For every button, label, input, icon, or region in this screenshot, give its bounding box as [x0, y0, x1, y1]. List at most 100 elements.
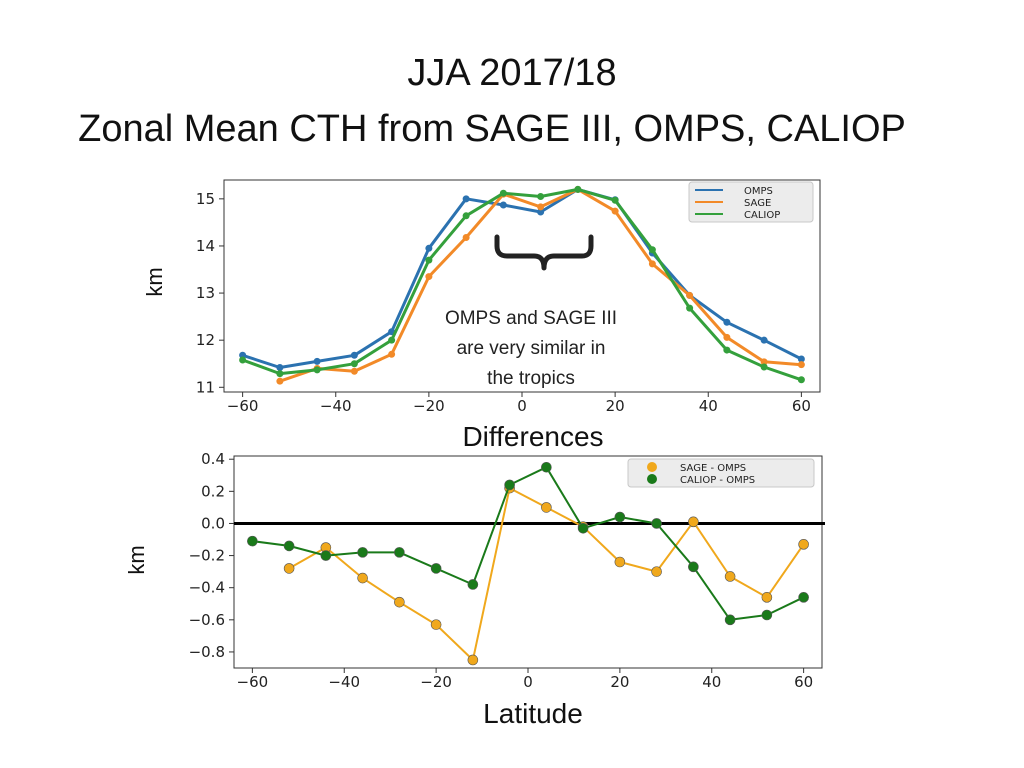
- series-caliop-omps-line: [252, 466, 805, 621]
- series-omps-point: [760, 336, 768, 344]
- series-caliop-point: [499, 189, 507, 197]
- series-omps-point: [350, 351, 358, 359]
- series-caliop-point: [723, 346, 731, 354]
- chart-0-xtick-label: −20: [413, 397, 445, 415]
- chart-1-xtick-label: 40: [702, 673, 721, 691]
- series-sage-point: [797, 361, 805, 369]
- series-caliop-omps-point: [320, 550, 332, 561]
- legend-label: SAGE: [744, 198, 771, 209]
- series-caliop-point: [537, 192, 545, 200]
- tropics-brace: [494, 234, 594, 271]
- series-sage-point: [425, 273, 433, 281]
- series-caliop-line: [242, 187, 802, 382]
- series-omps-point: [313, 357, 321, 365]
- chart-1-xtick-label: −40: [328, 673, 360, 691]
- chart-0-xtick-label: 0: [517, 397, 527, 415]
- chart-0-ytick-label: 14: [196, 237, 215, 255]
- series-sage-point: [537, 203, 545, 211]
- series-sage-omps-point: [614, 556, 626, 568]
- series-caliop-omps-point: [467, 579, 479, 590]
- series-omps-point: [797, 355, 805, 363]
- chart-1-ytick-label: 0.4: [201, 450, 225, 468]
- chart-1-ytick-label: 0.0: [201, 514, 225, 532]
- series-caliop-point: [276, 370, 284, 378]
- series-caliop-omps-point: [577, 522, 589, 534]
- legend-label: CALIOP: [744, 210, 780, 221]
- series-omps-point: [462, 195, 470, 203]
- series-caliop-omps-point: [614, 511, 626, 523]
- annotation-line-1: OMPS and SAGE III: [445, 308, 617, 329]
- series-caliop-point: [760, 363, 768, 371]
- series-caliop-omps-point: [504, 479, 515, 491]
- chart-1-ytick-label: −0.4: [189, 579, 225, 597]
- bottom-chart-ylabel: km: [124, 545, 149, 574]
- series-sage-omps-point: [761, 592, 773, 603]
- series-sage-omps-point: [467, 654, 479, 666]
- legend-label: SAGE - OMPS: [680, 463, 746, 474]
- series-sage-point: [611, 207, 619, 215]
- series-caliop-point: [462, 212, 470, 220]
- legend-label: CALIOP - OMPS: [680, 475, 755, 486]
- series-sage-omps-point: [651, 566, 662, 577]
- chart-0-ytick-label: 12: [196, 331, 215, 349]
- chart-1-ytick-label: −0.6: [189, 611, 225, 629]
- legend-swatch: [647, 462, 657, 472]
- annotation-line-2: are very similar in: [457, 338, 606, 359]
- series-caliop-omps-point: [283, 540, 295, 552]
- chart-0-xtick-label: 20: [606, 397, 625, 415]
- series-sage-point: [350, 367, 358, 375]
- series-sage-omps-point: [283, 563, 295, 574]
- series-caliop-point: [239, 356, 247, 364]
- chart-1-xtick-label: 0: [523, 673, 533, 691]
- annotation-line-3: the tropics: [487, 368, 575, 389]
- series-sage-point: [723, 333, 731, 341]
- legend-swatch: [647, 474, 657, 484]
- series-sage-omps-point: [394, 596, 405, 608]
- series-caliop-omps-point: [357, 547, 368, 558]
- slide-subtitle: Zonal Mean CTH from SAGE III, OMPS, CALI…: [78, 108, 906, 150]
- chart-1-xtick-label: 20: [610, 673, 629, 691]
- series-sage-point: [276, 377, 284, 385]
- series-sage-point: [648, 260, 656, 268]
- chart-1-frame: [233, 455, 823, 669]
- chart-0-legend: [688, 181, 814, 223]
- series-caliop-omps-point: [430, 563, 442, 574]
- series-caliop-point: [350, 360, 358, 368]
- series-caliop-point: [686, 304, 694, 312]
- top-chart-ylabel: km: [142, 267, 167, 296]
- series-caliop-point: [797, 376, 805, 384]
- series-sage-point: [388, 350, 396, 358]
- series-caliop-omps-point: [394, 547, 405, 558]
- series-caliop-omps-point: [798, 592, 809, 603]
- chart-1-ytick-label: −0.8: [189, 643, 225, 661]
- chart-1-ytick-label: −0.2: [189, 547, 225, 565]
- series-caliop-point: [425, 256, 433, 264]
- series-sage-omps-point: [798, 539, 809, 550]
- chart-1-ytick-label: 0.2: [201, 482, 225, 500]
- series-caliop-point: [313, 366, 321, 374]
- series-caliop-omps-point: [724, 614, 736, 626]
- series-sage-point: [462, 233, 470, 241]
- differences-title: Differences: [462, 421, 603, 452]
- series-caliop-point: [388, 336, 396, 344]
- legend-label: OMPS: [744, 186, 773, 197]
- series-caliop-omps-point: [651, 518, 662, 529]
- series-omps-point: [723, 318, 731, 326]
- series-omps-point: [537, 208, 545, 216]
- series-omps-line: [242, 187, 803, 369]
- series-sage-point: [760, 358, 768, 366]
- series-caliop-omps-point: [541, 461, 552, 473]
- chart-1-legend: [627, 458, 815, 488]
- series-caliop-point: [574, 185, 582, 193]
- slide-title: JJA 2017/18: [407, 52, 617, 94]
- chart-0-xtick-label: 60: [792, 397, 811, 415]
- series-sage-omps-point: [541, 502, 552, 513]
- chart-0-xtick-label: −60: [227, 397, 259, 415]
- series-caliop-omps-point: [761, 609, 773, 621]
- series-sage-omps-point: [688, 516, 699, 528]
- chart-0-xtick-label: 40: [699, 397, 718, 415]
- series-sage-omps-point: [430, 619, 442, 630]
- series-omps-point: [499, 201, 507, 209]
- series-caliop-point: [611, 196, 619, 204]
